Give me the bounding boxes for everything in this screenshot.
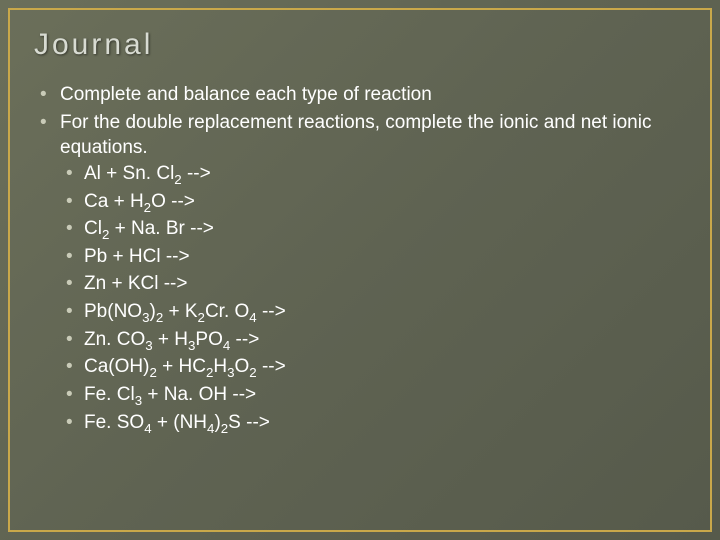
- equation-text: Pb + HCl -->: [84, 246, 190, 267]
- equation-text: S -->: [228, 412, 270, 433]
- equation-item: Fe. SO4 + (NH4)2S -->: [64, 410, 686, 436]
- equation-text: + Na. OH -->: [142, 384, 256, 405]
- equation-item: Cl2 + Na. Br -->: [64, 216, 686, 242]
- equation-item: Zn. CO3 + H3PO4 -->: [64, 327, 686, 353]
- subscript: 4: [249, 310, 256, 325]
- equation-text: Zn. CO: [84, 329, 145, 350]
- equation-item: Ca(OH)2 + HC2H3O2 -->: [64, 354, 686, 380]
- equation-text: PO: [195, 329, 222, 350]
- subscript: 2: [149, 365, 156, 380]
- subscript: 2: [144, 199, 151, 214]
- equation-text: Pb(NO: [84, 301, 142, 322]
- equation-text: Ca(OH): [84, 356, 149, 377]
- equation-text: Cl: [84, 218, 102, 239]
- equation-text: Fe. SO: [84, 412, 144, 433]
- equation-text: + K: [163, 301, 197, 322]
- equation-text: Ca + H: [84, 191, 144, 212]
- subscript: 3: [227, 365, 234, 380]
- equation-text: Al + Sn. Cl: [84, 163, 174, 184]
- equation-text: + (NH: [152, 412, 207, 433]
- equation-text: + H: [153, 329, 188, 350]
- subscript: 3: [145, 338, 152, 353]
- equation-text: Cr. O: [205, 301, 249, 322]
- equation-text: Fe. Cl: [84, 384, 135, 405]
- outer-list: Complete and balance each type of reacti…: [34, 82, 686, 435]
- subscript: 4: [144, 420, 151, 435]
- equation-text: O -->: [151, 191, 195, 212]
- equation-item: Pb + HCl -->: [64, 244, 686, 270]
- bullet-item: For the double replacement reactions, co…: [38, 110, 686, 436]
- subscript: 2: [174, 172, 181, 187]
- inner-list: Al + Sn. Cl2 -->Ca + H2O -->Cl2 + Na. Br…: [60, 161, 686, 435]
- equation-text: H: [213, 356, 227, 377]
- equation-text: + HC: [157, 356, 206, 377]
- equation-text: -->: [182, 163, 211, 184]
- slide-frame: Journal Complete and balance each type o…: [8, 8, 712, 532]
- bullet-text: Complete and balance each type of reacti…: [60, 84, 432, 105]
- equation-item: Fe. Cl3 + Na. OH -->: [64, 382, 686, 408]
- equation-item: Al + Sn. Cl2 -->: [64, 161, 686, 187]
- subscript: 3: [135, 393, 142, 408]
- subscript: 2: [249, 365, 256, 380]
- equation-text: + Na. Br -->: [109, 218, 214, 239]
- equation-text: Zn + KCl -->: [84, 273, 187, 294]
- slide-title: Journal: [34, 28, 686, 62]
- equation-text: O: [235, 356, 250, 377]
- bullet-text: For the double replacement reactions, co…: [60, 112, 651, 159]
- equation-text: -->: [257, 356, 286, 377]
- equation-item: Pb(NO3)2 + K2Cr. O4 -->: [64, 299, 686, 325]
- equation-text: -->: [230, 329, 259, 350]
- equation-item: Zn + KCl -->: [64, 271, 686, 297]
- equation-text: -->: [257, 301, 286, 322]
- equation-item: Ca + H2O -->: [64, 189, 686, 215]
- bullet-item: Complete and balance each type of reacti…: [38, 82, 686, 108]
- subscript: 2: [198, 310, 205, 325]
